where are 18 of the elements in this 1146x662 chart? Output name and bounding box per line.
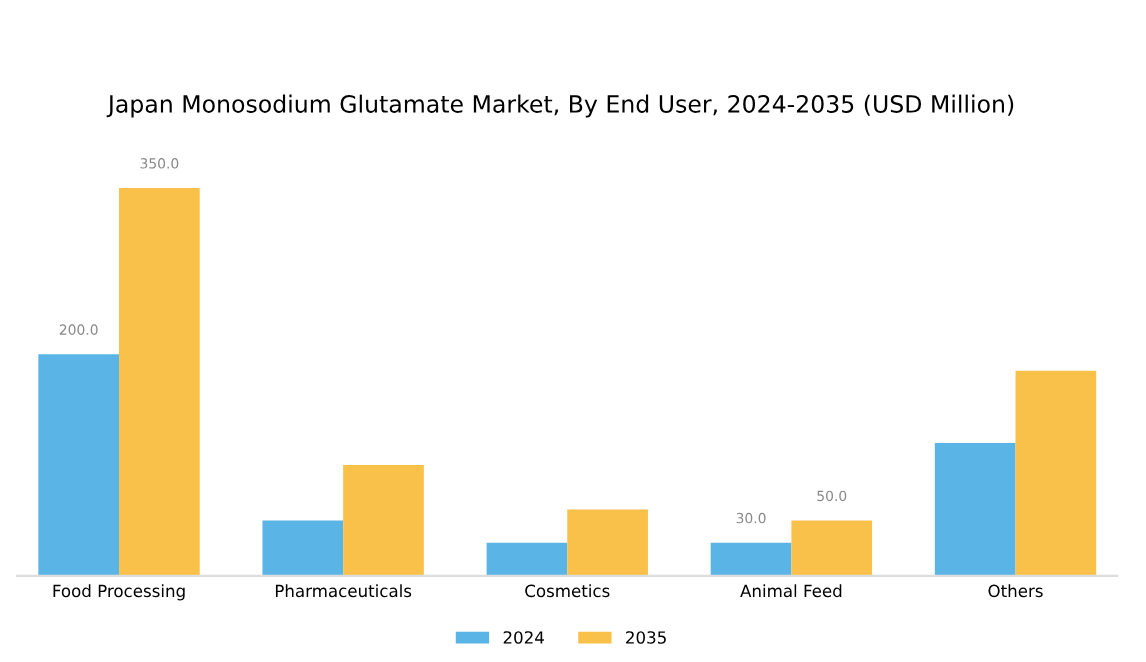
legend-label: 2024 bbox=[503, 631, 544, 644]
bar bbox=[119, 187, 200, 576]
bar bbox=[486, 542, 568, 576]
bar bbox=[710, 542, 792, 576]
bar bbox=[343, 465, 424, 576]
chart-title: Japan Monosodium Glutamate Market, By End User, 2024-2035 (USD Million) bbox=[106, 94, 1014, 118]
bar bbox=[934, 442, 1016, 576]
bar bbox=[567, 509, 648, 576]
legend-label: 2035 bbox=[626, 631, 666, 644]
x-tick-label: Animal Feed bbox=[740, 584, 842, 598]
bar bbox=[1015, 370, 1097, 576]
x-tick-label: Pharmaceuticals bbox=[275, 584, 412, 598]
bar bbox=[262, 520, 344, 576]
x-tick-label: Others bbox=[988, 584, 1043, 598]
x-tick-label: Cosmetics bbox=[525, 584, 610, 598]
bar bbox=[791, 520, 873, 576]
x-tick-label: Food Processing bbox=[53, 584, 185, 601]
bar bbox=[38, 354, 120, 576]
